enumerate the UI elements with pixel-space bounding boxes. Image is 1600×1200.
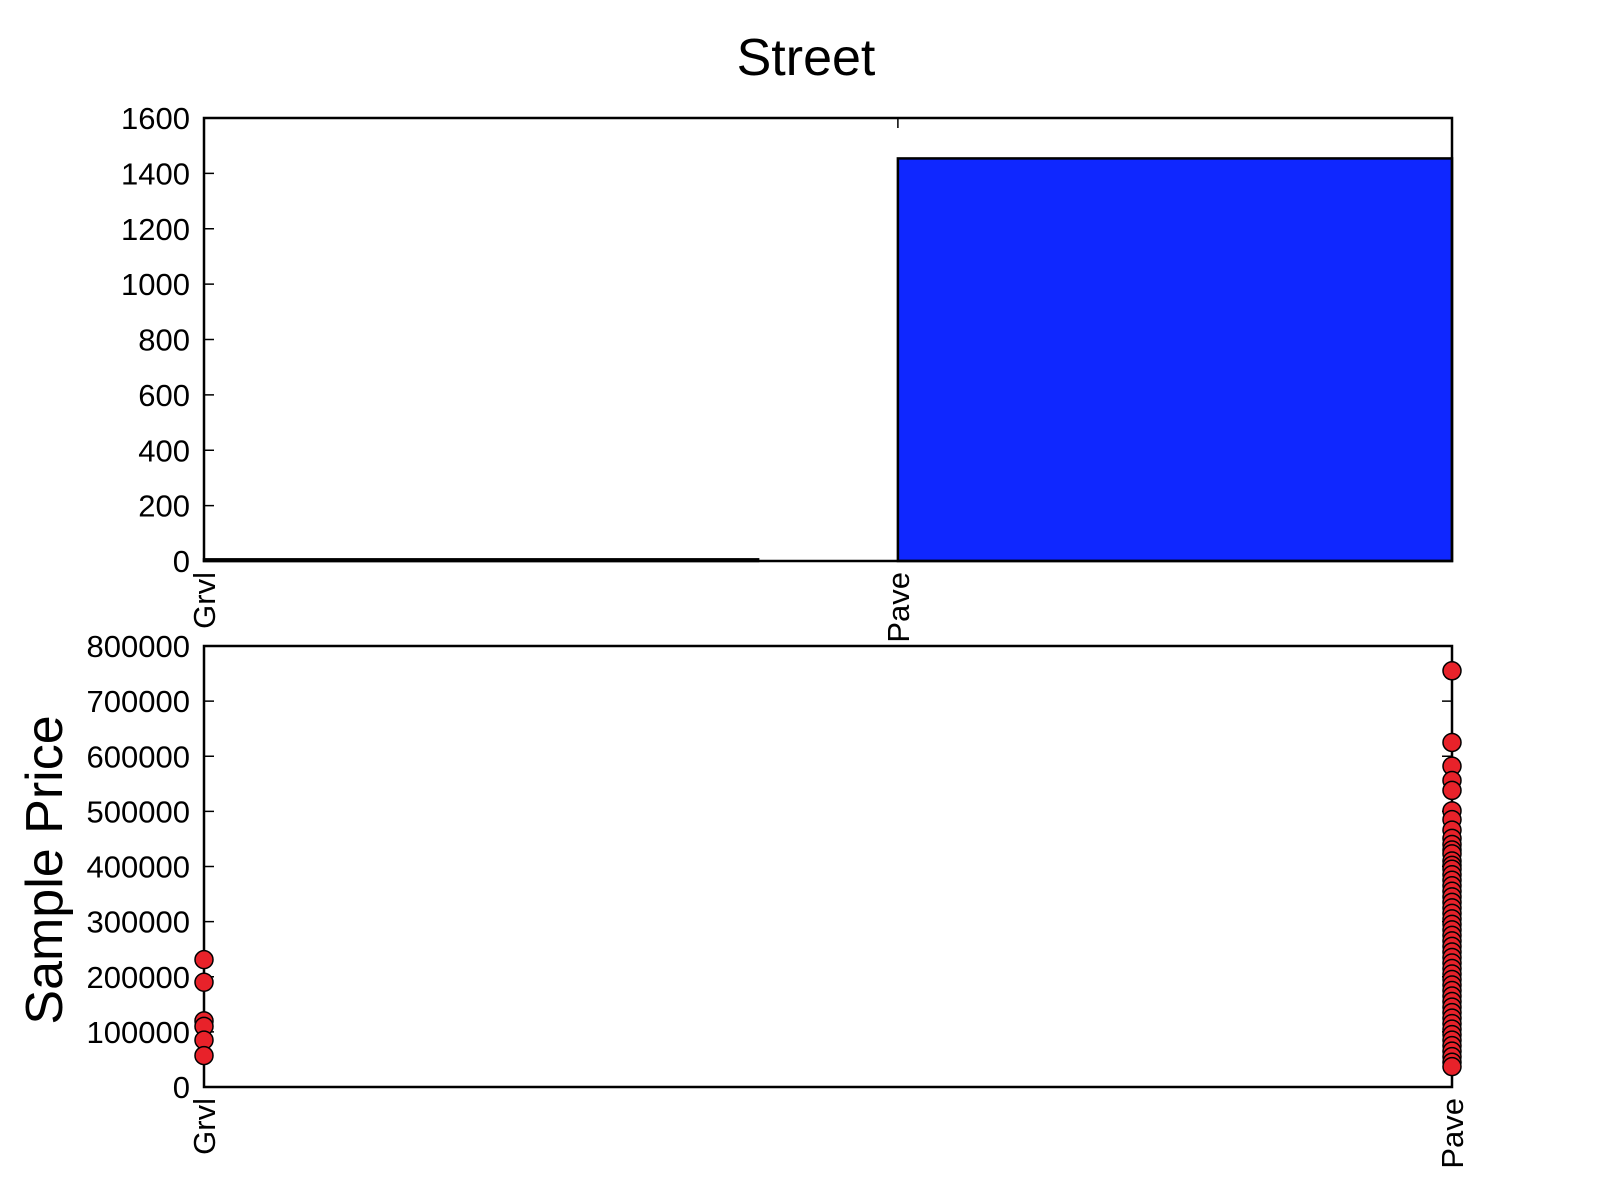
street-count-bar-chart: 0 200 400 600 800 1000 1200 1400 1600 Grvl Pave: [121, 101, 1454, 643]
scatter-point-pave: [1442, 780, 1462, 801]
scatter-plot-frame: [202, 644, 1454, 1089]
bar-series: [202, 157, 1454, 563]
scatter-point-grvl: [194, 1045, 214, 1066]
scatter-point-grvl: [194, 972, 214, 993]
scatter-point-pave: [1442, 732, 1462, 753]
scatter-point-grvl: [194, 949, 214, 970]
bar-y-tick-label: 800: [138, 323, 190, 358]
bar-y-tick-label: 1400: [121, 156, 190, 191]
bar-x-tick-label: Pave: [881, 572, 916, 643]
bar-y-tick-label: 1000: [121, 267, 190, 302]
scatter-y-tick-label: 800000: [87, 629, 190, 664]
bar-y-axis-ticks: 0 200 400 600 800 1000 1200 1400 1600: [121, 101, 1452, 579]
bar-x-axis-ticks: Grvl Pave: [187, 118, 916, 643]
bar-x-tick-label: Grvl: [187, 572, 222, 629]
bar-y-tick-label: 1200: [121, 212, 190, 247]
bar-pave: [896, 157, 1454, 563]
scatter-y-axis-label: Sample Price: [16, 715, 74, 1024]
scatter-y-tick-label: 500000: [87, 794, 190, 829]
scatter-y-axis-ticks: 0 100000 200000 300000 400000 500000 600000 700…: [87, 629, 1452, 1105]
chart-title: Street: [737, 29, 876, 87]
scatter-y-tick-label: 200000: [87, 960, 190, 995]
scatter-y-tick-label: 400000: [87, 850, 190, 885]
bar-y-tick-label: 200: [138, 489, 190, 524]
price-scatter-chart: Sample Price 0 100000 200000 300000 400000 50…: [16, 629, 1470, 1169]
bar-y-tick-label: 1600: [121, 101, 190, 136]
scatter-x-tick-label: Grvl: [187, 1098, 222, 1155]
scatter-y-tick-label: 100000: [87, 1015, 190, 1050]
scatter-y-tick-label: 700000: [87, 684, 190, 719]
scatter-y-tick-label: 600000: [87, 739, 190, 774]
scatter-point-pave: [1442, 1056, 1462, 1077]
scatter-x-axis-ticks: Grvl Pave: [187, 1098, 1470, 1169]
scatter-y-tick-label: 0: [173, 1070, 190, 1105]
scatter-y-tick-label: 300000: [87, 905, 190, 940]
bar-y-tick-label: 600: [138, 378, 190, 413]
scatter-point-pave: [1442, 661, 1462, 681]
bar-plot-frame: [202, 116, 1454, 563]
bar-y-tick-label: 400: [138, 433, 190, 468]
scatter-x-tick-label: Pave: [1435, 1098, 1470, 1169]
bar-y-tick-label: 0: [173, 544, 190, 579]
scatter-points: [194, 661, 1462, 1077]
